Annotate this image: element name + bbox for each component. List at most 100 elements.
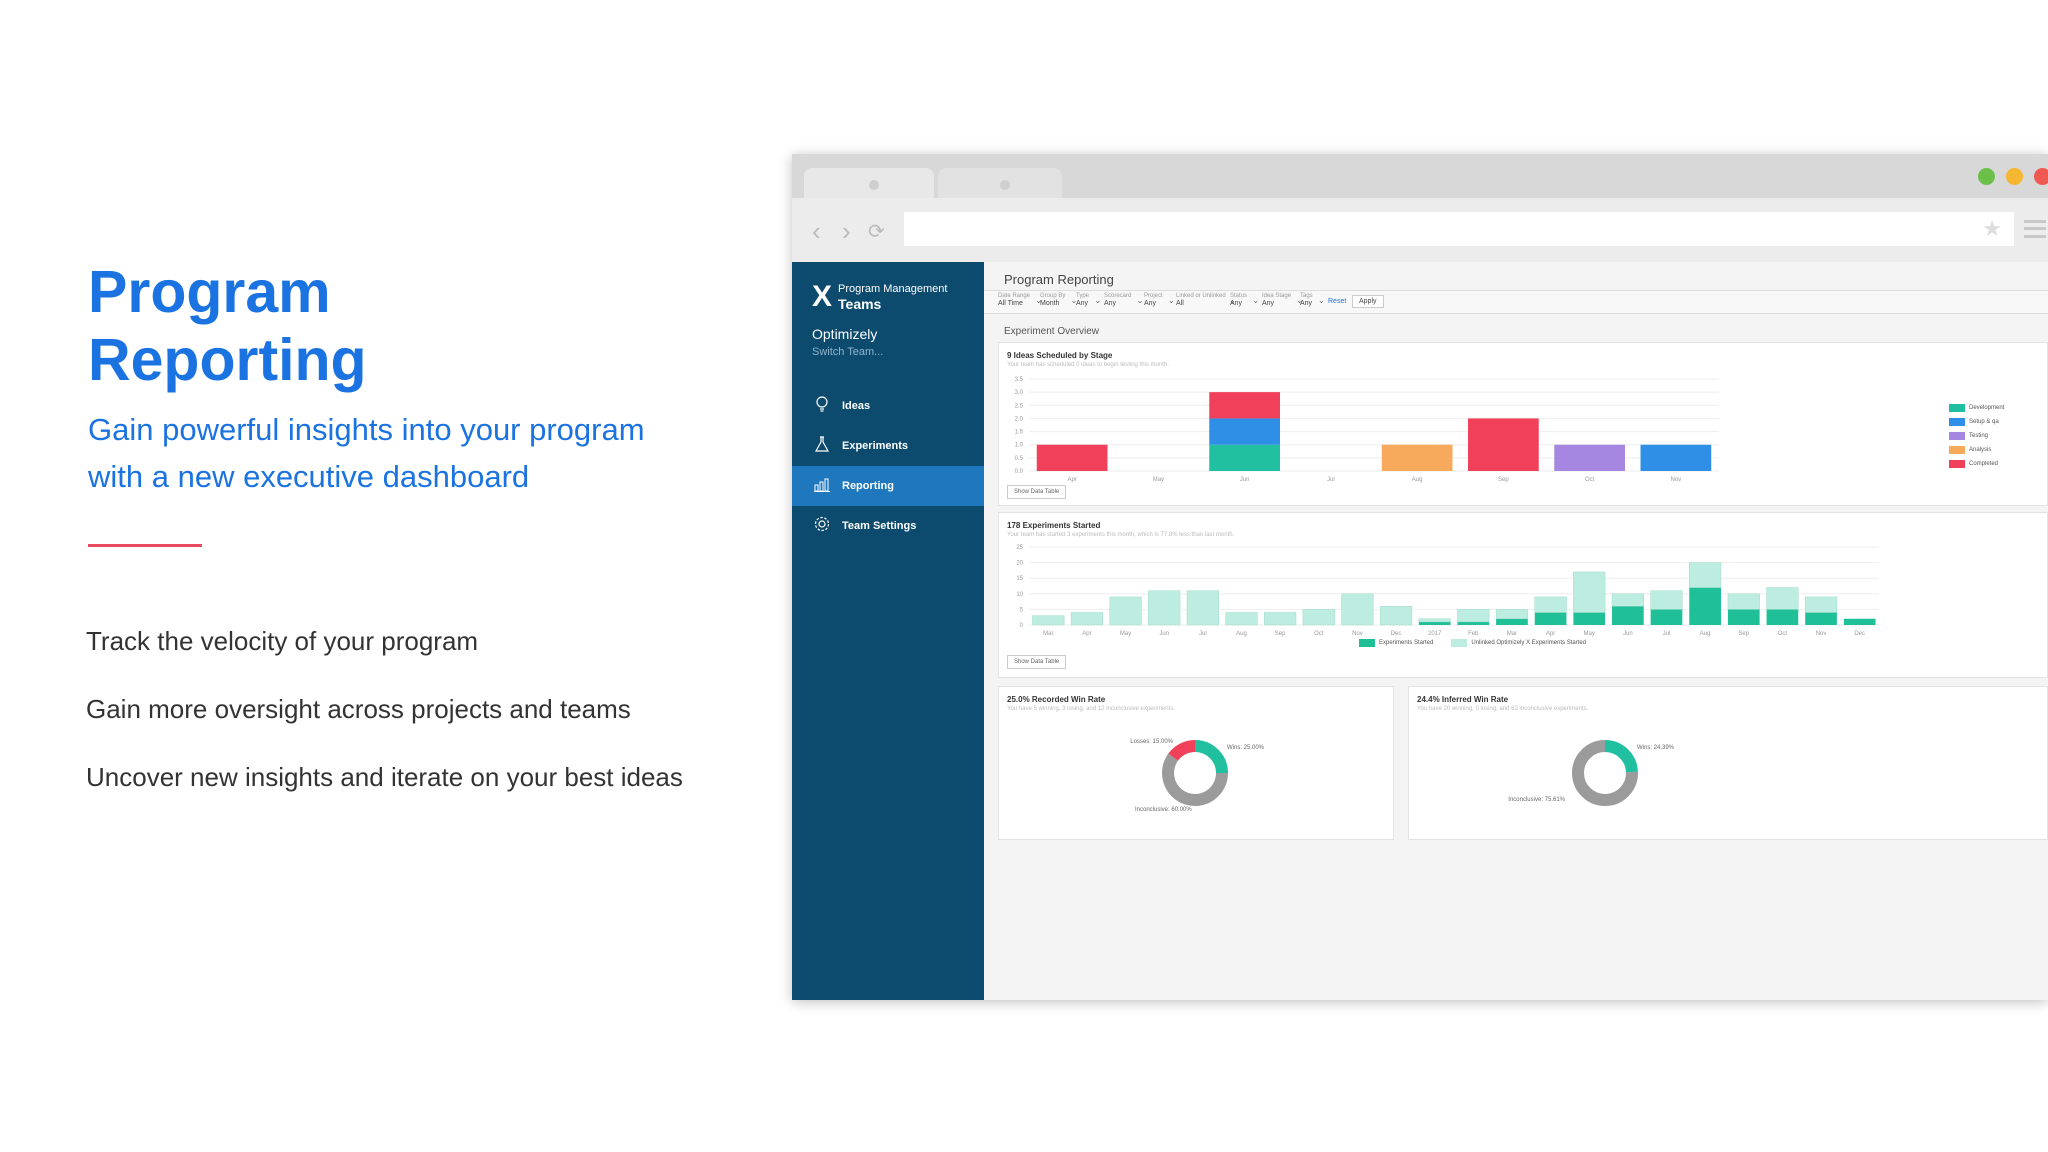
hero: Program Reporting Gain powerful insights… bbox=[88, 258, 768, 500]
card-subtitle: You have 20 winning, 0 losing, and 62 in… bbox=[1417, 706, 1589, 712]
close-window-icon[interactable] bbox=[2034, 168, 2048, 185]
bar bbox=[1109, 596, 1142, 626]
filter-value: Any bbox=[1076, 300, 1089, 307]
x-tick-label: Oct bbox=[1778, 631, 1788, 637]
legend-entry[interactable]: Testing bbox=[1949, 429, 2004, 443]
reset-button[interactable]: Reset bbox=[1328, 298, 1347, 305]
sidebar-item-reporting[interactable]: Reporting bbox=[792, 466, 984, 506]
org-name: Optimizely bbox=[812, 326, 878, 342]
chevron-down-icon: ⌄ bbox=[1229, 296, 1236, 305]
bar bbox=[1554, 444, 1625, 471]
bar bbox=[1418, 618, 1451, 623]
bar bbox=[1611, 593, 1644, 607]
section-title: Experiment Overview bbox=[1004, 326, 1100, 337]
legend-entry[interactable]: Completed bbox=[1949, 457, 2004, 471]
card-subtitle: Your team has started 3 experiments this… bbox=[1007, 532, 1235, 538]
y-tick-label: 1.0 bbox=[1015, 443, 1024, 449]
address-bar[interactable]: ★ bbox=[904, 212, 2014, 246]
filter-type[interactable]: Type Any ⌄ bbox=[1076, 293, 1101, 307]
x-tick-label: Jul bbox=[1663, 631, 1671, 637]
x-tick-label: May bbox=[1120, 631, 1131, 637]
hero-subtitle-line1: Gain powerful insights into your program bbox=[88, 412, 645, 447]
back-icon[interactable]: ‹ bbox=[812, 216, 821, 246]
bar bbox=[1640, 444, 1712, 471]
bar bbox=[1418, 621, 1451, 625]
bar bbox=[1573, 571, 1606, 613]
sidebar-item-label: Experiments bbox=[842, 440, 909, 452]
chevron-down-icon: ⌄ bbox=[1167, 296, 1175, 305]
x-tick-label: Aug bbox=[1236, 631, 1247, 637]
filter-idea-stage[interactable]: Idea Stage Any ⌄ bbox=[1262, 293, 1303, 307]
filter-value: Any bbox=[1230, 300, 1243, 307]
sidebar-item-experiments[interactable]: Experiments bbox=[792, 426, 984, 466]
legend-entry[interactable]: Development bbox=[1949, 401, 2004, 415]
tab-close-icon[interactable] bbox=[869, 180, 879, 190]
show-data-table-button[interactable]: Show Data Table bbox=[1007, 485, 1067, 499]
legend-entry[interactable]: Setup & qa bbox=[1949, 415, 2004, 429]
refresh-icon[interactable]: ⟳ bbox=[868, 221, 885, 243]
legend-swatch bbox=[1949, 432, 1965, 440]
chevron-down-icon: ⌄ bbox=[1296, 296, 1304, 305]
filter-linked[interactable]: Linked or Unlinked All ⌄ bbox=[1176, 293, 1236, 307]
bar bbox=[1534, 596, 1567, 613]
browser-menu-icon[interactable] bbox=[2024, 220, 2046, 238]
maximize-window-icon[interactable] bbox=[1978, 168, 1995, 185]
slice-label: Wins: 24.39% bbox=[1637, 745, 1675, 751]
legend-label: Experiments Started bbox=[1379, 640, 1434, 646]
x-tick-label: Sep bbox=[1275, 631, 1286, 637]
x-tick-label: Jun bbox=[1240, 477, 1250, 483]
filter-project[interactable]: Project Any ⌄ bbox=[1144, 293, 1175, 307]
lightbulb-icon bbox=[812, 395, 832, 418]
x-tick-label: 2017 bbox=[1428, 631, 1442, 637]
filter-label: Linked or Unlinked bbox=[1176, 293, 1226, 299]
forward-icon[interactable]: › bbox=[842, 216, 851, 246]
browser-tab[interactable] bbox=[938, 168, 1062, 202]
y-tick-label: 25 bbox=[1016, 545, 1023, 551]
bar bbox=[1805, 612, 1837, 625]
legend-swatch bbox=[1359, 639, 1375, 647]
sidebar-item-ideas[interactable]: Ideas bbox=[792, 386, 984, 426]
sidebar-item-team-settings[interactable]: Team Settings bbox=[792, 506, 984, 546]
y-tick-label: 0 bbox=[1020, 623, 1024, 629]
x-tick-label: Sep bbox=[1738, 631, 1749, 637]
filter-label: Tags bbox=[1300, 293, 1313, 299]
filter-tags[interactable]: Tags Any ⌄ bbox=[1300, 293, 1325, 307]
tab-close-icon[interactable] bbox=[1000, 180, 1010, 190]
y-tick-label: 2.0 bbox=[1015, 416, 1024, 422]
hero-divider bbox=[88, 544, 202, 547]
bar bbox=[1341, 593, 1374, 626]
bar bbox=[1036, 444, 1108, 471]
switch-team-link[interactable]: Switch Team... bbox=[812, 346, 884, 358]
filter-value: All Time bbox=[998, 300, 1023, 307]
y-tick-label: 10 bbox=[1016, 592, 1023, 598]
apply-button[interactable]: Apply bbox=[1352, 295, 1384, 308]
browser-tab[interactable] bbox=[804, 168, 934, 202]
bar bbox=[1650, 590, 1683, 610]
legend-label: Analysis bbox=[1969, 447, 1992, 453]
x-tick-label: Jul bbox=[1199, 631, 1207, 637]
chart-legend: Experiments Started Unlinked Optimizely X… bbox=[1359, 639, 1604, 647]
show-data-table-button[interactable]: Show Data Table bbox=[1007, 655, 1067, 669]
bar bbox=[1843, 618, 1876, 625]
legend-entry[interactable]: Analysis bbox=[1949, 443, 2004, 457]
minimize-window-icon[interactable] bbox=[2006, 168, 2023, 185]
bookmark-star-icon[interactable]: ★ bbox=[1982, 216, 2002, 241]
bar bbox=[1573, 612, 1606, 625]
legend-swatch bbox=[1451, 639, 1468, 647]
legend-entry[interactable]: Experiments Started bbox=[1359, 639, 1433, 647]
filter-scorecard[interactable]: Scorecard Any ⌄ bbox=[1104, 293, 1143, 307]
inferred-win-rate-card: 24.4% Inferred Win Rate You have 20 winn… bbox=[1408, 686, 2048, 840]
bar bbox=[1534, 612, 1567, 625]
filter-label: Date Range bbox=[998, 293, 1031, 299]
filter-status[interactable]: Status Any ⌄ bbox=[1230, 293, 1259, 307]
hero-title: Program Reporting bbox=[88, 258, 768, 394]
feature-item: Track the velocity of your program bbox=[86, 626, 479, 656]
legend-swatch bbox=[1949, 418, 1965, 426]
filter-group-by[interactable]: Group By Month ⌄ bbox=[1040, 293, 1077, 307]
bar bbox=[1302, 609, 1335, 626]
app-logo[interactable]: X Program Management Teams bbox=[812, 280, 947, 314]
card-subtitle: You have 5 winning, 3 losing, and 12 inc… bbox=[1007, 706, 1175, 712]
filter-date-range[interactable]: Date Range All Time ⌄ bbox=[998, 293, 1042, 307]
x-tick-label: Sep bbox=[1498, 477, 1509, 483]
legend-entry[interactable]: Unlinked Optimizely X Experiments Starte… bbox=[1451, 639, 1586, 647]
